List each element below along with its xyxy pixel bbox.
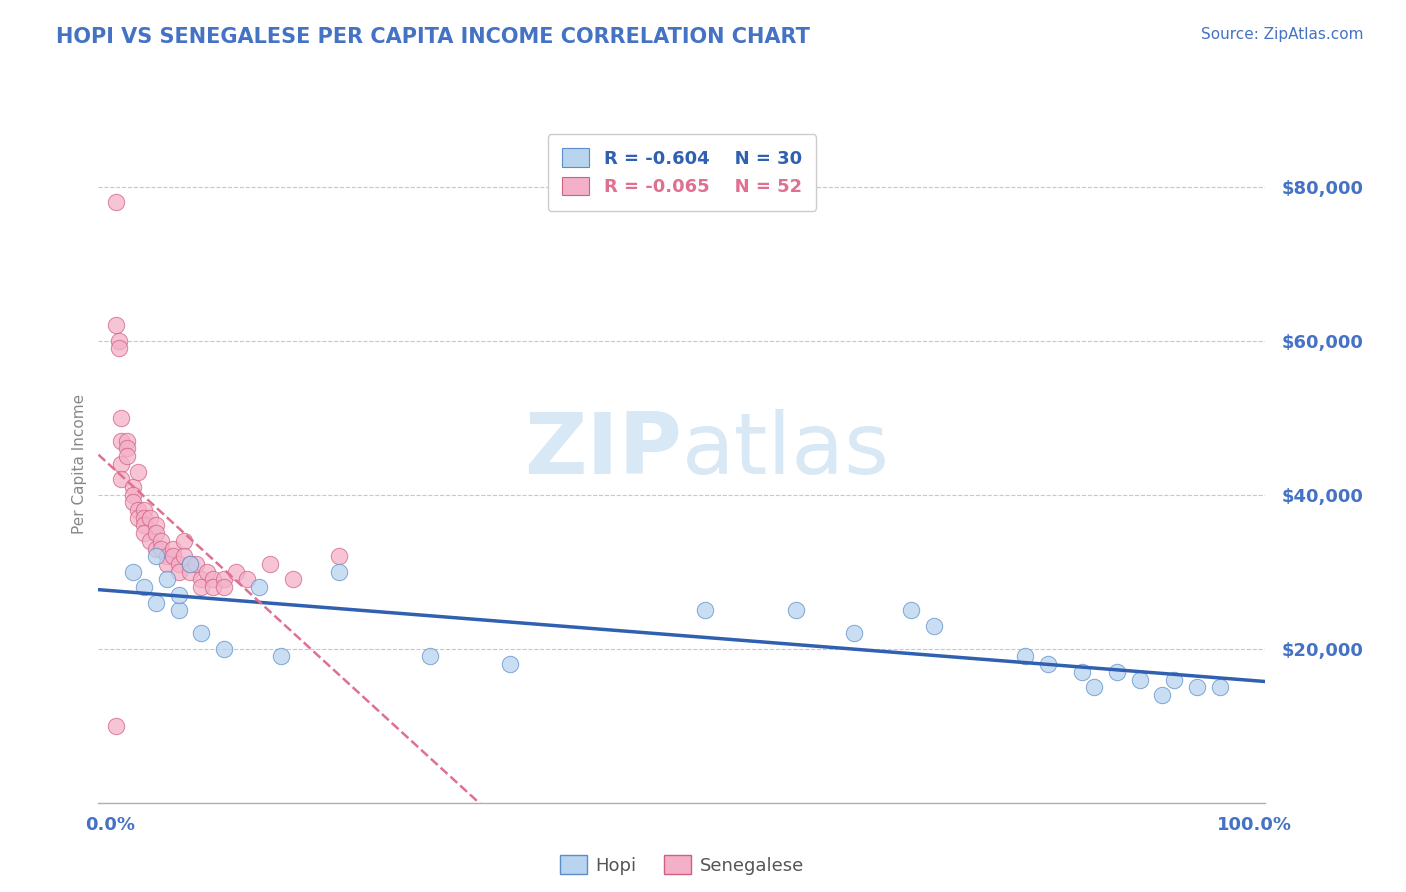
- Point: [1105, 665, 1128, 679]
- Text: HOPI VS SENEGALESE PER CAPITA INCOME CORRELATION CHART: HOPI VS SENEGALESE PER CAPITA INCOME COR…: [56, 27, 810, 46]
- Point: [419, 649, 441, 664]
- Point: [134, 526, 156, 541]
- Point: [173, 549, 195, 564]
- Point: [108, 341, 131, 355]
- Point: [281, 573, 304, 587]
- Point: [134, 518, 156, 533]
- Point: [139, 533, 162, 548]
- Point: [179, 557, 201, 571]
- Point: [134, 510, 156, 524]
- Point: [190, 580, 212, 594]
- Point: [270, 649, 292, 664]
- Point: [179, 557, 201, 571]
- Point: [785, 603, 807, 617]
- Point: [173, 533, 195, 548]
- Point: [167, 565, 190, 579]
- Point: [1163, 673, 1185, 687]
- Point: [190, 626, 212, 640]
- Point: [115, 434, 138, 448]
- Point: [190, 573, 212, 587]
- Point: [145, 549, 167, 564]
- Point: [922, 618, 945, 632]
- Point: [104, 719, 127, 733]
- Point: [1014, 649, 1036, 664]
- Point: [1185, 680, 1208, 694]
- Point: [167, 557, 190, 571]
- Point: [1083, 680, 1105, 694]
- Text: ZIP: ZIP: [524, 409, 682, 491]
- Point: [214, 641, 236, 656]
- Point: [162, 549, 184, 564]
- Point: [167, 588, 190, 602]
- Point: [110, 472, 132, 486]
- Point: [145, 526, 167, 541]
- Point: [201, 573, 224, 587]
- Point: [127, 510, 149, 524]
- Point: [121, 480, 143, 494]
- Point: [156, 573, 179, 587]
- Point: [110, 434, 132, 448]
- Point: [121, 488, 143, 502]
- Point: [259, 557, 281, 571]
- Point: [214, 580, 236, 594]
- Point: [167, 603, 190, 617]
- Point: [214, 573, 236, 587]
- Point: [134, 503, 156, 517]
- Point: [150, 541, 173, 556]
- Point: [328, 549, 350, 564]
- Point: [328, 565, 350, 579]
- Point: [247, 580, 270, 594]
- Point: [1128, 673, 1150, 687]
- Point: [184, 557, 207, 571]
- Point: [162, 541, 184, 556]
- Point: [139, 510, 162, 524]
- Point: [150, 533, 173, 548]
- Point: [145, 595, 167, 609]
- Point: [1036, 657, 1059, 672]
- Point: [201, 580, 224, 594]
- Point: [110, 457, 132, 471]
- Point: [127, 465, 149, 479]
- Point: [842, 626, 865, 640]
- Point: [121, 565, 143, 579]
- Point: [115, 449, 138, 463]
- Legend: Hopi, Senegalese: Hopi, Senegalese: [553, 848, 811, 882]
- Point: [121, 495, 143, 509]
- Point: [900, 603, 922, 617]
- Point: [195, 565, 218, 579]
- Point: [1152, 688, 1174, 702]
- Point: [108, 334, 131, 348]
- Point: [693, 603, 716, 617]
- Point: [156, 549, 179, 564]
- Point: [179, 565, 201, 579]
- Point: [1208, 680, 1230, 694]
- Point: [127, 503, 149, 517]
- Point: [110, 410, 132, 425]
- Point: [1071, 665, 1094, 679]
- Point: [134, 580, 156, 594]
- Point: [156, 557, 179, 571]
- Point: [225, 565, 247, 579]
- Point: [104, 194, 127, 209]
- Point: [115, 442, 138, 456]
- Point: [499, 657, 522, 672]
- Text: atlas: atlas: [682, 409, 890, 491]
- Point: [104, 318, 127, 333]
- Y-axis label: Per Capita Income: Per Capita Income: [72, 393, 87, 534]
- Point: [145, 541, 167, 556]
- Point: [236, 573, 259, 587]
- Text: Source: ZipAtlas.com: Source: ZipAtlas.com: [1201, 27, 1364, 42]
- Point: [145, 518, 167, 533]
